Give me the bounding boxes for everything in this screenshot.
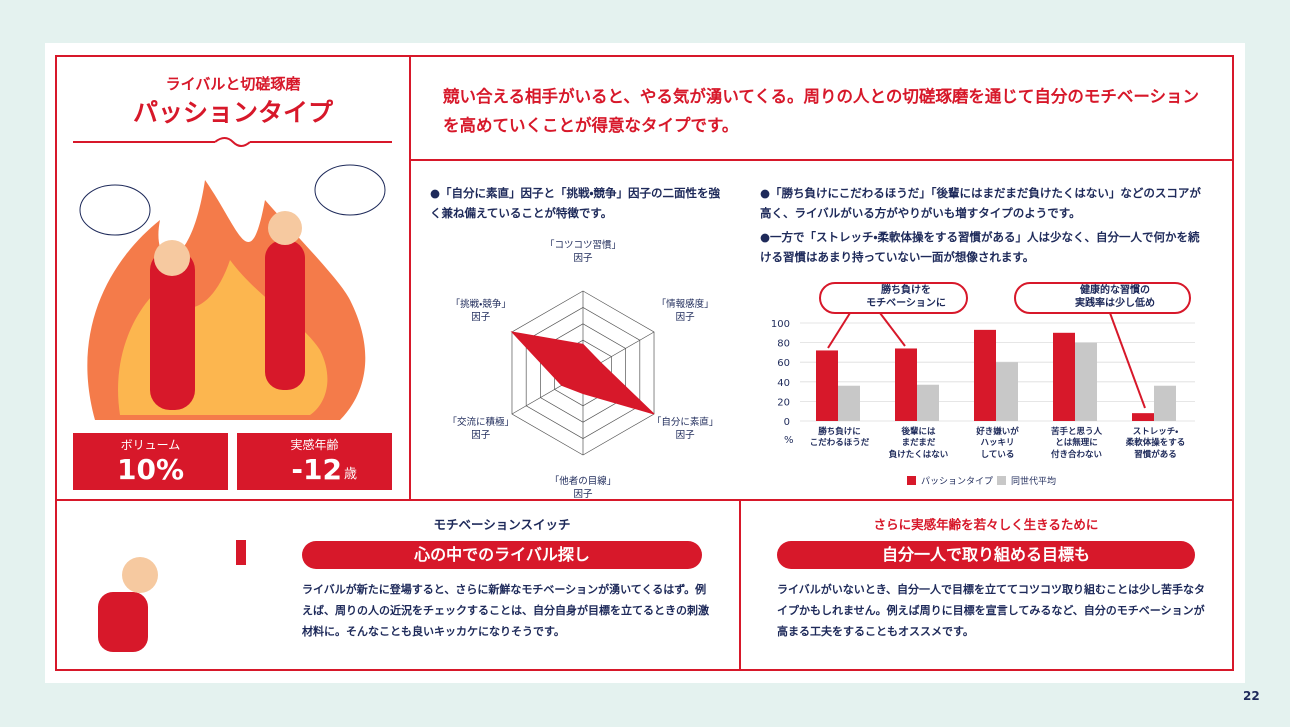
radar-label: 「自分に素直」 因子 — [651, 417, 719, 441]
bar — [917, 384, 939, 421]
bar — [1053, 332, 1075, 421]
y-tick-label: 20 — [777, 397, 790, 408]
section-title: 自分一人で取り組める目標も — [881, 545, 1090, 564]
x-tick-label: ストレッチ・ 柔軟体操をする 習慣がある — [1125, 427, 1186, 460]
y-tick-label: 60 — [777, 358, 790, 369]
subtitle: ライバルと切磋琢磨 — [165, 75, 301, 93]
frame — [55, 55, 1234, 671]
section-text: ライバルがいないとき、自分一人で目標を立ててコツコツ取り組むことは少し苦手なタイ… — [777, 583, 1206, 638]
radar-label: 「情報感度」 因子 — [656, 299, 714, 323]
x-tick-label: 勝ち負けに こだわるほうだ — [809, 427, 870, 449]
callout-arrow — [879, 312, 906, 347]
bar — [816, 350, 838, 421]
section-heading: モチベーションスイッチ — [433, 517, 571, 532]
legend-swatch — [997, 476, 1006, 485]
x-tick-label: 苦手と思う人 とは無理に 付き合わない — [1050, 427, 1102, 460]
legend-label: 同世代平均 — [1011, 475, 1056, 487]
title-pill — [302, 541, 702, 569]
y-tick-label: 40 — [777, 378, 790, 389]
legend-label: パッションタイプ — [921, 476, 993, 487]
x-tick-label: 好き嫌いが ハッキリ している — [976, 427, 1019, 460]
radar-label: 「他者の目線」 因子 — [549, 476, 617, 500]
callout-box — [1014, 282, 1191, 314]
radar-label: 「コツコツ習慣」 因子 — [544, 240, 621, 264]
description: 競い合える相手がいると、やる気が湧いてくる。周りの人との切磋琢磨を通じて自分のモ… — [443, 87, 1200, 135]
radar-label: 「挑戦・競争」 因子 — [450, 299, 511, 323]
legend-swatch — [907, 476, 916, 485]
callout: 健康的な習慣の 実践率は少し低め — [1075, 285, 1155, 309]
radar-label: 「交流に積極」 因子 — [447, 417, 515, 441]
callout-arrow — [1109, 312, 1146, 409]
radar-area — [510, 331, 655, 415]
bar — [974, 329, 996, 421]
stat-label: 実感年齢 — [290, 438, 339, 452]
stat-value: -12 — [291, 453, 342, 486]
x-tick-label: 後輩には まだまだ 負けたくはない — [888, 427, 949, 460]
type-title: パッションタイプ — [132, 98, 333, 127]
radar-note: ●「自分に素直」因子と「挑戦・競争」因子の二面性を強く兼ね備えていることが特徴で… — [430, 186, 720, 220]
bar — [1075, 342, 1097, 421]
section-text: ライバルが新たに登場すると、さらに新鮮なモチベーションが湧いてくるはず。例えば、… — [302, 583, 709, 638]
bar — [1132, 413, 1154, 421]
stat-box — [73, 433, 228, 490]
callout: 勝ち負けを モチベーションに — [866, 285, 946, 309]
y-unit: % — [784, 435, 794, 446]
y-tick-label: 0 — [784, 417, 790, 428]
stat-unit: 歳 — [344, 467, 358, 482]
title-pill — [777, 541, 1195, 569]
ornament — [73, 137, 392, 147]
callout-arrow — [827, 312, 851, 349]
bar-note: ●一方で「ストレッチ・柔軟体操をする習慣がある」人は少なく、自分一人で何かを続け… — [760, 230, 1200, 264]
page-number: 22 — [1243, 689, 1260, 703]
stat-value: 10% — [116, 453, 185, 486]
section-heading: さらに実感年齢を若々しく生きるために — [873, 517, 1099, 532]
illustration — [79, 164, 386, 652]
stat-label: ボリューム — [120, 438, 181, 452]
bar — [996, 362, 1018, 421]
bar — [838, 385, 860, 421]
stat-box — [237, 433, 392, 490]
callout-box — [819, 282, 968, 314]
bar — [895, 348, 917, 421]
bar-note: ●「勝ち負けにこだわるほうだ」「後輩にはまだまだ負けたくはない」などのスコアが高… — [760, 186, 1201, 220]
bar — [1154, 385, 1176, 421]
section-title: 心の中でのライバル探し — [414, 545, 590, 564]
y-tick-label: 100 — [771, 319, 790, 330]
y-tick-label: 80 — [777, 339, 790, 350]
